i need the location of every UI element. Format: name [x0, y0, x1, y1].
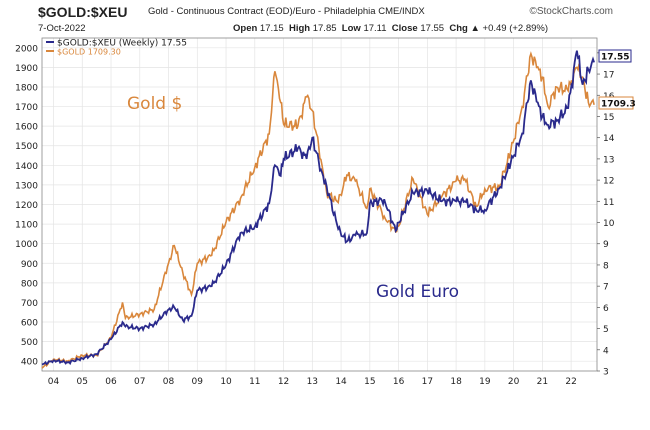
x-axis: 04 05 06 07 08 09 10 11 12 13 14 15 16 17 18 19 20 21 22 [48, 377, 577, 387]
right-tick-label: 9 [603, 240, 609, 250]
left-tick-label: 1000 [15, 240, 38, 250]
right-tick-label: 15 [603, 113, 614, 123]
left-tick-label: 500 [21, 338, 38, 348]
last-value-euro: 17.55 [601, 53, 629, 63]
chg-arrow-icon: ▲ [470, 23, 480, 34]
x-tick-label: 15 [364, 377, 375, 387]
right-tick-label: 6 [603, 304, 609, 314]
right-tick-label: 5 [603, 325, 609, 335]
x-tick-label: 21 [537, 377, 548, 387]
x-tick-label: 12 [278, 377, 289, 387]
x-tick-label: 13 [307, 377, 318, 387]
x-tick-label: 19 [479, 377, 491, 387]
high-value: 17.85 [312, 23, 337, 34]
x-tick-label: 06 [105, 377, 117, 387]
x-tick-label: 07 [134, 377, 145, 387]
legend-entry-usd: $GOLD 1709.30 [57, 48, 121, 57]
x-tick-label: 10 [220, 377, 232, 387]
chart-symbol: $GOLD:$XEU [38, 4, 128, 20]
close-label: Close [391, 23, 418, 34]
left-tick-label: 600 [21, 319, 38, 329]
ohlc-readout: Open 17.15 High 17.85 Low 17.11 Close 17… [233, 23, 548, 34]
series-line-gold-euro [41, 50, 595, 366]
low-value: 17.11 [363, 23, 387, 34]
left-tick-label: 1200 [15, 201, 38, 211]
right-tick-label: 11 [603, 198, 614, 208]
left-tick-label: 1500 [15, 142, 38, 152]
left-tick-label: 2000 [15, 44, 38, 54]
left-axis: 400 500 600 700 800 900 1000 1100 1200 1300 1400 15… [15, 44, 38, 367]
x-tick-label: 16 [393, 377, 405, 387]
right-tick-label: 8 [603, 261, 609, 271]
left-tick-label: 400 [21, 358, 38, 368]
left-tick-label: 800 [21, 279, 38, 289]
x-tick-label: 17 [422, 377, 433, 387]
x-tick-label: 11 [249, 377, 260, 387]
last-value-usd-box [598, 96, 634, 110]
low-label: Low [341, 23, 361, 34]
chg-label: Chg [449, 23, 468, 34]
plot-frame [41, 37, 598, 372]
left-tick-label: 1300 [15, 181, 38, 191]
chg-value: +0.49 (+2.89%) [482, 23, 549, 34]
x-tick-label: 05 [77, 377, 88, 387]
last-value-usd: 1709.3 [601, 100, 636, 110]
annotation-gold-euro: Gold Euro [376, 282, 459, 302]
right-tick-label: 17 [603, 71, 614, 81]
left-tick-label: 900 [21, 260, 38, 270]
legend-entry-euro: $GOLD:$XEU (Weekly) 17.55 [57, 39, 187, 49]
right-tick-label: 12 [603, 177, 614, 187]
right-tick-label: 3 [603, 368, 609, 378]
x-tick-label: 09 [192, 377, 204, 387]
left-tick-label: 1600 [15, 123, 38, 133]
right-tick-label: 4 [603, 346, 609, 356]
annotation-gold-usd: Gold $ [127, 94, 182, 114]
right-tick-label: 10 [603, 219, 615, 229]
right-tick-label: 13 [603, 155, 614, 165]
grid-lines [42, 38, 597, 371]
x-tick-label: 08 [163, 377, 175, 387]
close-value: 17.55 [420, 23, 445, 34]
left-tick-label: 1800 [15, 83, 38, 93]
left-tick-label: 1900 [15, 64, 38, 74]
series-line-gold-usd [41, 51, 595, 369]
last-value-euro-tag: 17.55 [598, 49, 632, 63]
x-tick-label: 14 [335, 377, 347, 387]
brand-label[interactable]: ©StockCharts.com [529, 6, 613, 17]
x-tick-label: 22 [565, 377, 576, 387]
chart-header: $GOLD:$XEU Gold - Continuous Contract (E… [38, 4, 613, 34]
x-tick-label: 20 [508, 377, 520, 387]
x-tick-label: 18 [450, 377, 462, 387]
chart-description: Gold - Continuous Contract (EOD)/Euro - … [148, 6, 425, 17]
left-tick-label: 1100 [15, 221, 38, 231]
right-tick-label: 14 [603, 134, 615, 144]
chart-date: 7-Oct-2022 [38, 23, 86, 34]
open-value: 17.15 [259, 23, 284, 34]
left-tick-label: 1400 [15, 162, 38, 172]
last-value-euro-box [598, 49, 632, 63]
right-tick-label: 7 [603, 283, 609, 293]
last-value-usd-tag: 1709.3 [598, 96, 636, 110]
legend: $GOLD:$XEU (Weekly) 17.55 $GOLD 1709.30 [46, 39, 187, 57]
high-label: High [288, 23, 311, 34]
open-label: Open [233, 23, 258, 34]
x-tick-label: 04 [48, 377, 60, 387]
left-tick-label: 1700 [15, 103, 38, 113]
left-tick-label: 700 [21, 299, 38, 309]
